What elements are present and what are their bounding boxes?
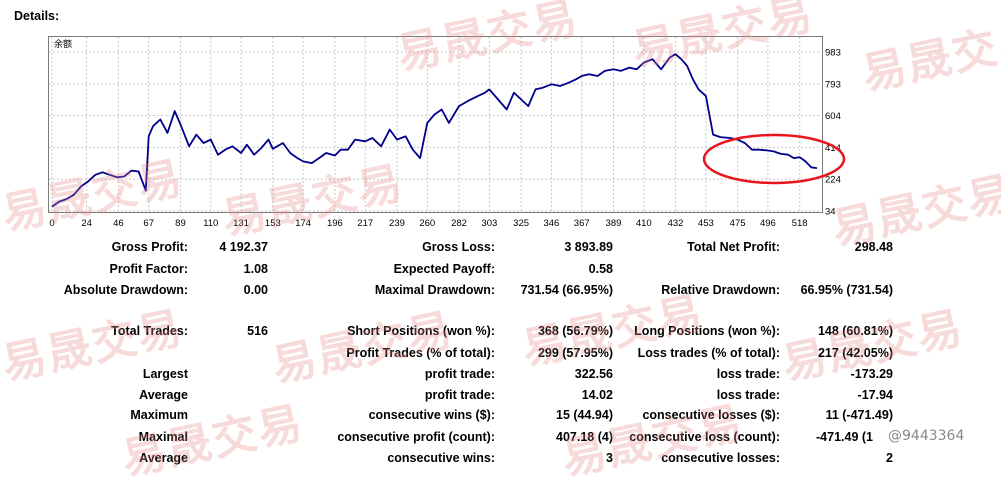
average-profit-value: 14.02 — [581, 388, 613, 402]
x-tick-label: 0 — [49, 218, 54, 229]
expected-payoff-value: 0.58 — [588, 262, 613, 276]
max-consecutive-wins-label: consecutive wins ($): — [368, 408, 495, 422]
maximum-label: Maximum — [130, 408, 188, 422]
x-tick-label: 432 — [668, 218, 684, 229]
gross-loss-value: 3 893.89 — [564, 240, 613, 254]
short-positions-value: 368 (56.79%) — [537, 324, 613, 338]
absolute-drawdown-label: Absolute Drawdown: — [63, 283, 188, 297]
x-tick-label: 260 — [419, 218, 435, 229]
y-tick-label: 34 — [825, 207, 836, 218]
y-tick-label: 224 — [825, 175, 841, 186]
max-consecutive-losses-value: 11 (-471.49) — [825, 408, 893, 422]
x-tick-label: 496 — [760, 218, 776, 229]
max-consecutive-wins-value: 15 (44.94) — [556, 408, 613, 422]
x-tick-label: 174 — [295, 218, 311, 229]
largest-loss-value: -173.29 — [850, 367, 893, 381]
balance-chart-frame — [48, 36, 823, 213]
x-tick-label: 518 — [792, 218, 808, 229]
maximal-drawdown-value: 731.54 (66.95%) — [520, 283, 613, 297]
maximal-consecutive-profit-value: 407.18 (4) — [556, 430, 613, 444]
long-positions-label: Long Positions (won %): — [634, 324, 780, 338]
maximal-consecutive-profit-label: consecutive profit (count): — [337, 430, 495, 444]
watermark-credit: @9443364 — [888, 428, 965, 444]
largest-label: Largest — [142, 367, 188, 381]
loss-trades-value: 217 (42.05%) — [817, 346, 893, 360]
x-tick-label: 131 — [233, 218, 249, 229]
y-tick-label: 604 — [825, 111, 841, 122]
average-loss-value: -17.94 — [857, 388, 893, 402]
maximal-consecutive-loss-label: consecutive loss (count): — [629, 430, 780, 444]
chart-legend-label: 余额 — [54, 38, 72, 50]
x-tick-label: 196 — [327, 218, 343, 229]
total-trades-label: Total Trades: — [111, 324, 188, 338]
x-tick-label: 410 — [636, 218, 652, 229]
average-profit-label: profit trade: — [424, 388, 495, 402]
profit-factor-value: 1.08 — [243, 262, 268, 276]
x-tick-label: 389 — [606, 218, 622, 229]
gross-profit-value: 4 192.37 — [219, 240, 268, 254]
gross-profit-label: Gross Profit: — [111, 240, 188, 254]
x-tick-label: 475 — [730, 218, 746, 229]
balance-chart: 983 793 604 414 224 34 0 24 46 67 89 110 131 153 174 19… — [49, 37, 846, 229]
y-tick-label: 983 — [825, 48, 841, 59]
absolute-drawdown-value: 0.00 — [243, 283, 268, 297]
x-tick-label: 367 — [574, 218, 590, 229]
max-consecutive-losses-label: consecutive losses ($): — [642, 408, 780, 422]
x-tick-label: 239 — [389, 218, 405, 229]
x-tick-label: 46 — [113, 218, 124, 229]
profit-trades-value: 299 (57.95%) — [537, 346, 613, 360]
maximal-drawdown-label: Maximal Drawdown: — [374, 283, 495, 297]
profit-trades-label: Profit Trades (% of total): — [346, 346, 495, 360]
largest-profit-label: profit trade: — [424, 367, 495, 381]
highlight-ellipse — [702, 133, 846, 185]
x-tick-label: 89 — [175, 218, 186, 229]
x-tick-label: 110 — [203, 218, 218, 229]
largest-loss-label: loss trade: — [716, 367, 780, 381]
y-tick-label: 414 — [825, 143, 841, 154]
x-tick-label: 282 — [451, 218, 467, 229]
x-tick-label: 303 — [481, 218, 497, 229]
avg-consecutive-losses-value: 2 — [886, 451, 893, 465]
average2-label: Average — [139, 451, 188, 465]
maximal-label: Maximal — [138, 430, 188, 444]
average-loss-label: loss trade: — [716, 388, 780, 402]
x-tick-label: 217 — [357, 218, 373, 229]
x-tick-label: 24 — [81, 218, 92, 229]
x-tick-label: 153 — [265, 218, 281, 229]
total-net-profit-value: 298.48 — [854, 240, 893, 254]
details-title: Details: — [14, 9, 60, 23]
average-label: Average — [139, 388, 188, 402]
profit-factor-label: Profit Factor: — [109, 262, 188, 276]
avg-consecutive-losses-label: consecutive losses: — [661, 451, 780, 465]
loss-trades-label: Loss trades (% of total): — [637, 346, 780, 360]
largest-profit-value: 322.56 — [574, 367, 613, 381]
x-tick-label: 346 — [543, 218, 559, 229]
x-tick-label: 325 — [513, 218, 529, 229]
short-positions-label: Short Positions (won %): — [347, 324, 495, 338]
relative-drawdown-value: 66.95% (731.54) — [800, 283, 893, 297]
total-net-profit-label: Total Net Profit: — [687, 240, 780, 254]
avg-consecutive-wins-value: 3 — [606, 451, 613, 465]
long-positions-value: 148 (60.81%) — [817, 324, 893, 338]
y-tick-label: 793 — [825, 79, 841, 90]
expected-payoff-label: Expected Payoff: — [393, 262, 495, 276]
x-tick-label: 453 — [698, 218, 714, 229]
relative-drawdown-label: Relative Drawdown: — [661, 283, 780, 297]
maximal-consecutive-loss-value: -471.49 (1 — [816, 430, 873, 444]
x-tick-label: 67 — [143, 218, 154, 229]
balance-series-line — [51, 53, 818, 208]
total-trades-value: 516 — [247, 324, 268, 338]
avg-consecutive-wins-label: consecutive wins: — [387, 451, 495, 465]
gross-loss-label: Gross Loss: — [422, 240, 495, 254]
